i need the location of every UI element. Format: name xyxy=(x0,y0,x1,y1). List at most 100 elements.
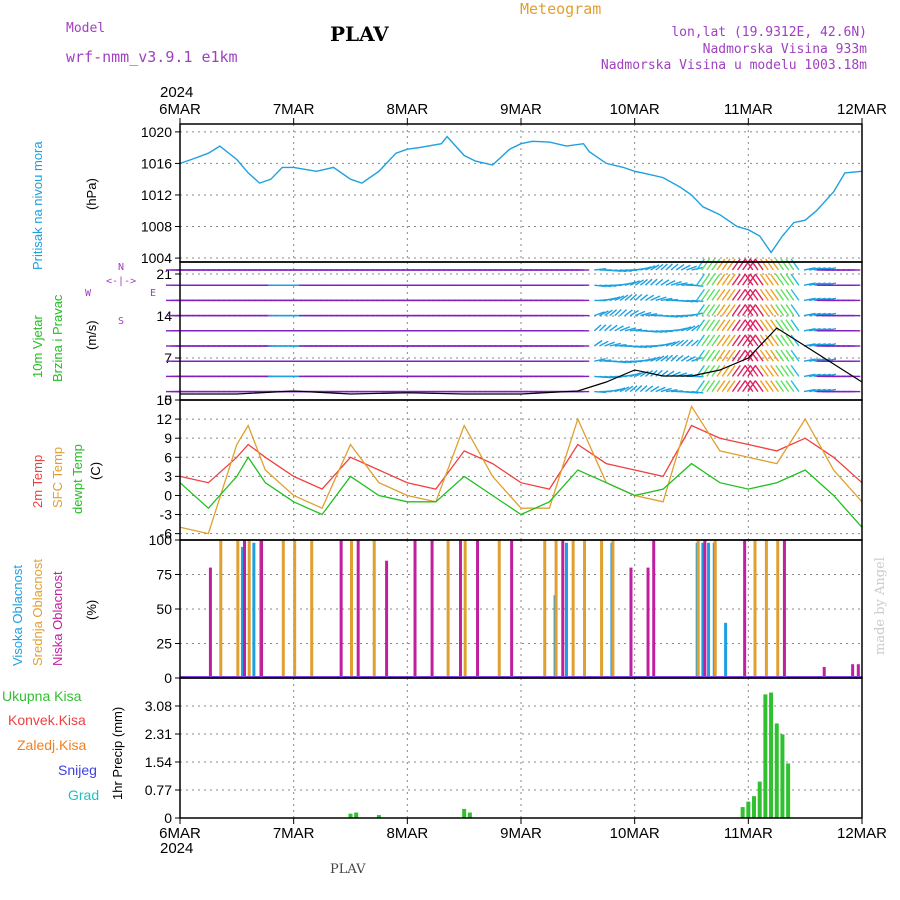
temp-line-1 xyxy=(179,404,863,535)
wind-vector xyxy=(685,339,694,347)
cloud-bar xyxy=(463,540,467,678)
legend-zaledj: Zaledj.Kisa xyxy=(17,737,87,753)
ytick-label: 1016 xyxy=(141,155,172,171)
wind-vector xyxy=(759,288,769,301)
ytick-label: 25 xyxy=(156,636,172,652)
wind-vector xyxy=(604,309,613,317)
xtick-label-bottom: 6MAR xyxy=(159,825,201,842)
wind-vector xyxy=(686,355,696,362)
precip-bar xyxy=(348,813,353,818)
cloud-bar xyxy=(583,540,587,678)
precip-bar xyxy=(354,812,359,818)
wind-vector xyxy=(790,304,800,317)
wind-vector xyxy=(696,334,705,347)
wind-vector xyxy=(706,380,716,393)
wind-vector xyxy=(711,273,721,286)
wind-vector xyxy=(675,263,685,271)
wind-vector xyxy=(675,339,685,347)
wind-vector xyxy=(764,288,774,301)
wind-vector xyxy=(711,288,721,301)
precip-bar xyxy=(757,781,762,818)
wind-vector xyxy=(696,273,705,286)
wind-vector xyxy=(665,263,673,271)
wind-vector xyxy=(645,313,658,317)
wind-vector xyxy=(696,288,705,301)
ytick-label: 1.54 xyxy=(145,754,172,770)
wind-vector xyxy=(696,304,705,317)
wind-vector xyxy=(624,385,634,393)
wind-vector xyxy=(593,324,602,332)
precip-bar xyxy=(467,812,472,818)
wind-vector xyxy=(780,258,790,271)
wind-vector xyxy=(785,349,795,362)
ytick-label: 0 xyxy=(164,487,172,503)
cloud-bar xyxy=(713,540,717,678)
wind-vector xyxy=(701,319,711,332)
wind-vector xyxy=(665,354,674,362)
wind-vector xyxy=(670,263,679,271)
wind-vector xyxy=(599,340,609,347)
wind-vector xyxy=(594,358,606,362)
wind-vector xyxy=(619,326,631,332)
wind-vector xyxy=(604,324,612,332)
wind-vector xyxy=(726,288,736,301)
cloud-bar xyxy=(350,540,353,678)
wind-vector xyxy=(775,304,785,317)
ytick-label: 100 xyxy=(149,532,173,548)
wind-vector xyxy=(780,349,790,362)
wind-vector xyxy=(775,349,785,362)
wind-vector xyxy=(790,273,800,286)
wind-vector xyxy=(814,373,826,378)
wind-vector xyxy=(775,334,785,347)
wind-vector xyxy=(803,312,816,317)
wind-vector xyxy=(711,319,721,332)
ytick-label: 75 xyxy=(156,567,172,583)
cloud-bar xyxy=(243,540,247,678)
wind-vector xyxy=(731,304,741,317)
wind-vector xyxy=(809,327,821,332)
wind-vector xyxy=(629,309,639,317)
wind-vector xyxy=(721,258,731,271)
wind-vector xyxy=(785,288,795,301)
wind-vector xyxy=(645,294,655,301)
wind-vector xyxy=(726,273,736,286)
wind-vector xyxy=(764,273,774,286)
wind-vector xyxy=(650,278,658,286)
wind-vector xyxy=(639,385,648,393)
wind-vector xyxy=(785,319,795,332)
compass-w: W xyxy=(85,288,92,299)
wind-vector xyxy=(747,319,757,332)
wind-vector xyxy=(736,304,746,317)
ytick-label: 9 xyxy=(164,430,172,446)
wind-vector xyxy=(790,288,800,301)
wind-vector xyxy=(749,349,759,362)
cloud-bar xyxy=(707,542,711,678)
wind-vector xyxy=(780,288,790,301)
wind-vector xyxy=(790,334,800,347)
wind-vector xyxy=(691,324,700,332)
wind-vector xyxy=(594,311,605,317)
cloud-bar xyxy=(646,567,650,678)
wind-vector xyxy=(742,288,752,301)
wind-vector xyxy=(726,349,736,362)
cloud-bar xyxy=(356,540,360,678)
wind-vector xyxy=(644,278,653,286)
xtick-label-top: 11MAR xyxy=(724,101,773,118)
wind-vector xyxy=(803,388,816,393)
wind-vector xyxy=(790,258,800,271)
wind-vector xyxy=(645,265,656,271)
wind-vector xyxy=(814,312,826,317)
cloud-bar xyxy=(208,567,212,678)
wind-vector xyxy=(749,380,759,393)
ytick-label: 0 xyxy=(164,670,172,686)
wind-vector xyxy=(629,372,641,378)
wind-vector xyxy=(691,339,699,347)
xtick-label-top: 9MAR xyxy=(500,101,542,118)
wind-vector xyxy=(736,364,746,377)
wind-vector xyxy=(749,364,759,377)
model-altitude: Nadmorska Visina u modelu 1003.18m xyxy=(600,58,867,73)
wind-vector xyxy=(814,343,826,347)
wind-vector xyxy=(701,273,711,286)
wind-vector xyxy=(747,258,757,271)
